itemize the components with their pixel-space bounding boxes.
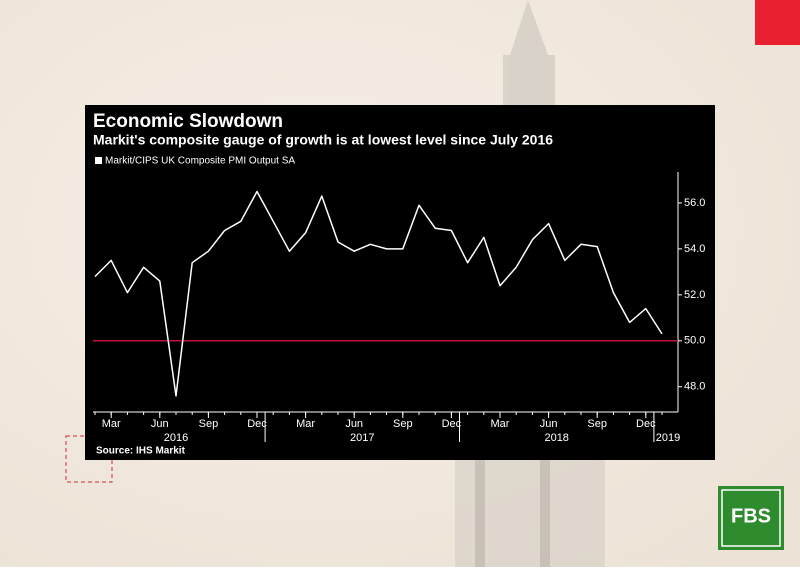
y-tick-label: 50.0	[684, 335, 705, 347]
year-label: 2017	[350, 432, 374, 444]
y-tick-label: 52.0	[684, 289, 705, 301]
year-label: 2018	[544, 432, 568, 444]
legend-swatch	[95, 157, 102, 164]
x-tick-label: Dec	[636, 418, 656, 430]
brand-logo-frame	[721, 489, 781, 547]
x-tick-label: Sep	[587, 418, 607, 430]
brand-name: FBS	[731, 505, 771, 527]
year-label: 2016	[164, 432, 188, 444]
x-tick-label: Dec	[247, 418, 267, 430]
tower	[455, 0, 605, 567]
year-label: 2019	[656, 432, 680, 444]
legend-label: Markit/CIPS UK Composite PMI Output SA	[105, 156, 295, 167]
x-tick-label: Jun	[540, 418, 558, 430]
brand-logo	[718, 486, 784, 550]
y-tick-label: 48.0	[684, 381, 705, 393]
plot: 48.0 50.0 52.0 54.0 56.0 Mar Jun Sep Dec Mar Jun Se…	[93, 156, 705, 444]
x-tick-label: Sep	[199, 418, 219, 430]
chart-subtitle: Markit's composite gauge of growth is at…	[93, 132, 553, 148]
source: Source: IHS Markit	[96, 446, 186, 457]
y-tick-label: 56.0	[684, 197, 705, 209]
chart-title: Economic Slowdown	[93, 111, 283, 132]
y-tick-label: 54.0	[684, 243, 705, 255]
x-tick-label: Mar	[491, 418, 510, 430]
x-tick-label: Jun	[345, 418, 363, 430]
x-tick-label: Mar	[296, 418, 315, 430]
x-tick-label: Jun	[151, 418, 169, 430]
x-tick-label: Dec	[442, 418, 462, 430]
x-tick-label: Sep	[393, 418, 413, 430]
x-tick-label: Mar	[102, 418, 121, 430]
series-line	[94, 190, 663, 397]
corner-square	[755, 0, 800, 45]
